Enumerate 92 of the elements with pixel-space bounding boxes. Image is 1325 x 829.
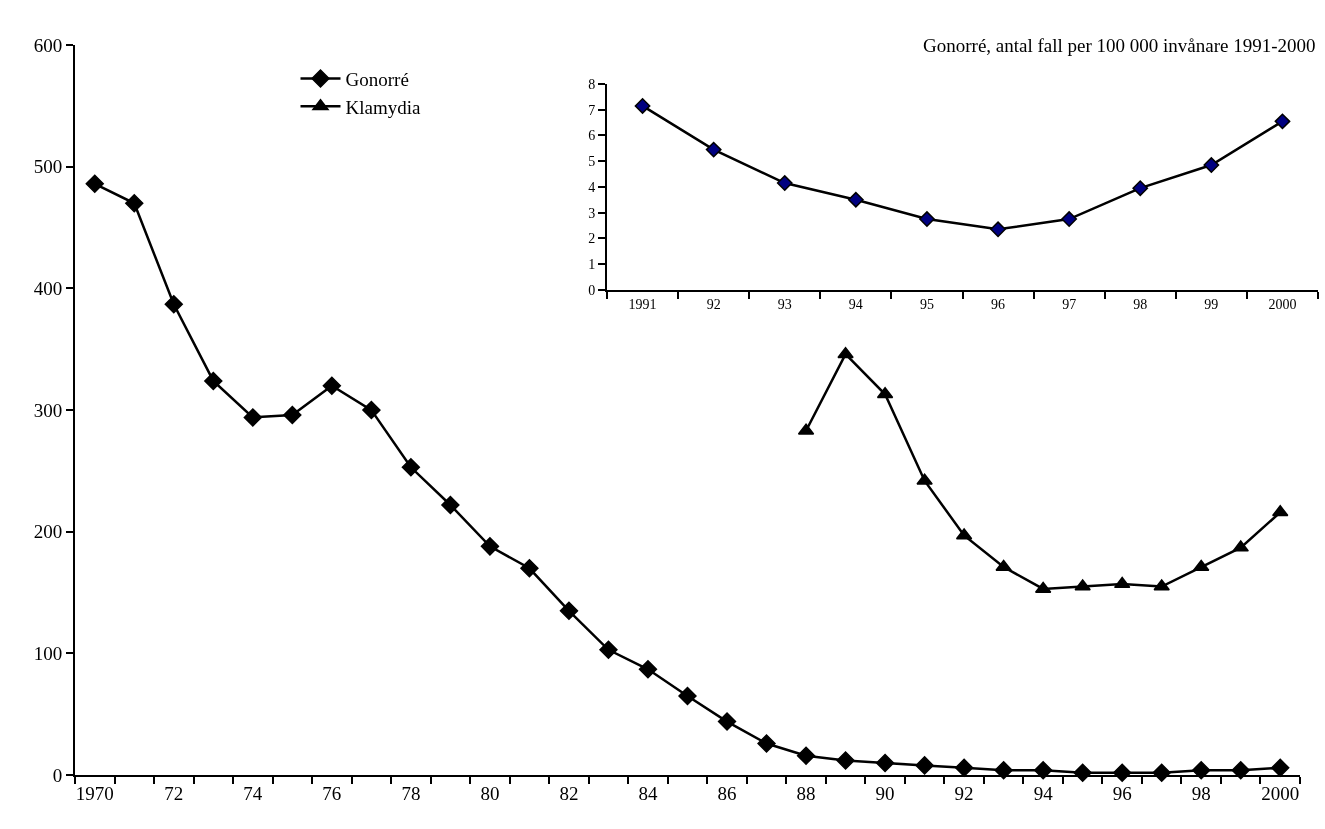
y-tick-label: 200 (33, 521, 63, 543)
point (243, 408, 263, 427)
point (757, 734, 776, 753)
y-tick-label: 8 (588, 76, 596, 92)
point (362, 400, 381, 420)
point (916, 473, 933, 485)
y-tick-label: 0 (588, 282, 596, 298)
y-tick-label: 100 (33, 643, 63, 665)
x-tick-label: 94 (1033, 782, 1054, 804)
point (164, 295, 183, 314)
x-tick-label: 92 (954, 782, 974, 804)
point (599, 640, 618, 659)
chart-title: Gonorré, antal fall per 100 000 invånare 1991-2000 (923, 35, 1316, 56)
point (836, 751, 855, 770)
x-tick-label: 76 (322, 782, 342, 804)
x-tick-label: 98 (1133, 296, 1148, 312)
point (559, 601, 579, 621)
y-tick-label: 0 (52, 764, 63, 786)
point (776, 175, 793, 191)
point (125, 194, 144, 213)
point (837, 346, 854, 359)
point (678, 686, 697, 706)
point (1033, 761, 1053, 780)
y-tick-label: 400 (33, 278, 63, 300)
point (634, 98, 651, 114)
point (322, 376, 342, 395)
x-tick-label: 96 (991, 296, 1006, 312)
x-tick-label: 80 (480, 782, 500, 804)
x-tick-label: 98 (1191, 782, 1211, 804)
point (401, 458, 421, 477)
point (1192, 559, 1210, 572)
point (204, 371, 223, 391)
y-tick-label: 7 (588, 102, 596, 118)
point (1192, 761, 1211, 780)
point (441, 495, 460, 515)
x-tick-label: 95 (919, 296, 934, 312)
x-tick-label: 88 (796, 782, 816, 804)
y-tick-label: 1 (588, 256, 596, 272)
x-tick-label: 74 (243, 782, 263, 804)
y-tick-label: 5 (588, 154, 596, 170)
point (1074, 579, 1091, 591)
x-tick-label: 86 (717, 782, 737, 804)
y-tick-label: 4 (588, 179, 596, 195)
x-tick-label: 1970 (75, 782, 114, 804)
point (1113, 576, 1131, 589)
point (85, 174, 104, 193)
y-tick-label: 6 (588, 128, 596, 144)
point (796, 746, 816, 765)
point (915, 756, 934, 775)
x-tick-label: 82 (559, 782, 579, 804)
point (1231, 761, 1250, 780)
x-tick-label: 94 (848, 296, 863, 312)
point (1112, 763, 1132, 782)
x-tick-label: 97 (1062, 296, 1077, 312)
legend-label: Klamydia (345, 96, 421, 118)
point (705, 141, 722, 158)
point (520, 559, 539, 578)
point (1232, 540, 1249, 552)
x-tick-label: 99 (1204, 296, 1219, 312)
point (847, 191, 864, 208)
x-tick-label: 84 (638, 782, 658, 804)
point (717, 712, 737, 731)
point (995, 559, 1012, 572)
point (875, 753, 895, 773)
x-tick-label: 72 (164, 782, 184, 804)
x-tick-label: 2000 (1261, 782, 1300, 804)
point (1061, 211, 1078, 227)
legend-label: Gonorré (345, 68, 409, 90)
point (954, 758, 974, 778)
x-tick-label: 2000 (1268, 296, 1297, 312)
x-tick-label: 96 (1112, 782, 1132, 804)
y-tick-label: 3 (588, 205, 596, 221)
y-tick-label: 2 (588, 231, 596, 247)
x-tick-label: 90 (875, 782, 895, 804)
y-tick-label: 600 (33, 34, 63, 56)
point (919, 211, 935, 227)
point (1274, 113, 1291, 130)
y-tick-label: 300 (33, 399, 63, 421)
point (283, 405, 302, 425)
point (1153, 579, 1170, 591)
x-tick-label: 1991 (628, 296, 657, 312)
x-tick-label: 93 (777, 296, 792, 312)
point (1132, 180, 1149, 197)
point (1203, 157, 1220, 173)
point (480, 537, 500, 556)
x-tick-label: 78 (401, 782, 421, 804)
point (1271, 758, 1290, 778)
y-tick-label: 500 (33, 156, 63, 178)
point (990, 221, 1006, 238)
x-tick-label: 92 (706, 296, 721, 312)
point (638, 660, 658, 679)
point (994, 761, 1013, 780)
